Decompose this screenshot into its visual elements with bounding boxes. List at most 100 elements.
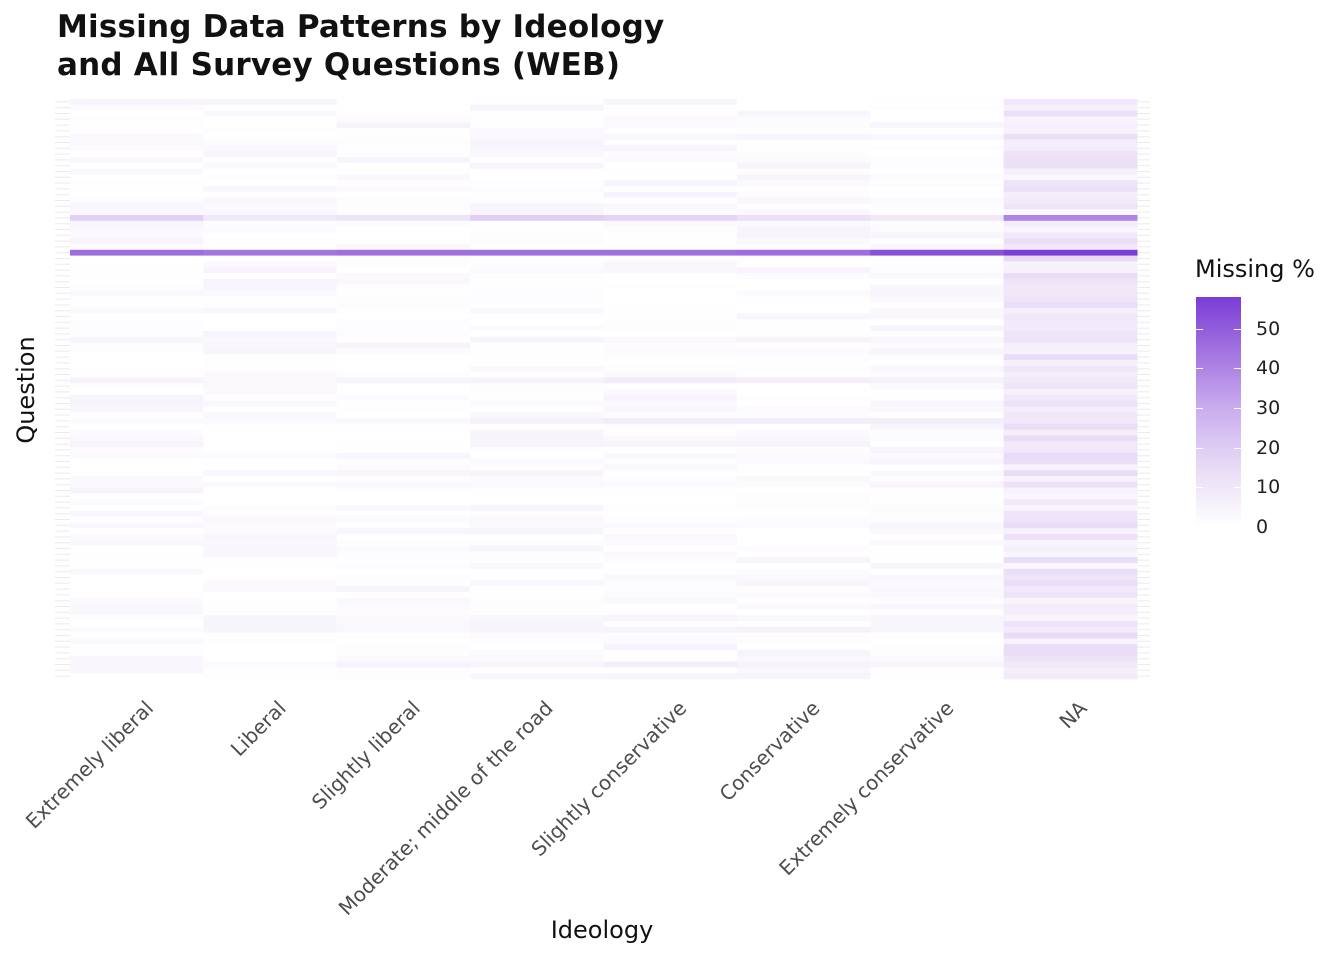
heatmap-cell [203,429,338,436]
heatmap-cell [736,365,871,372]
heatmap-cell [203,394,338,401]
heatmap-cell [470,638,604,645]
heatmap-cell [736,360,871,367]
heatmap-cell [870,290,1005,297]
heatmap-cell [470,470,604,477]
heatmap-cell [70,365,204,372]
heatmap-cell [870,603,1005,610]
heatmap-cell [870,644,1005,651]
heatmap-cell [603,551,738,558]
heatmap-cell [336,325,471,332]
heatmap-cell [603,203,738,210]
heatmap-cell [203,516,338,523]
heatmap-cell [336,238,471,245]
heatmap-cell [70,534,204,541]
heatmap-cell [870,429,1005,436]
heatmap-cell [603,197,738,204]
heatmap-cell [736,464,871,471]
heatmap-cell [203,476,338,483]
heatmap-cell [336,557,471,564]
heatmap-cell [70,249,204,256]
heatmap-cell [70,458,204,465]
heatmap-cell [603,621,738,628]
heatmap-cell [1003,267,1138,274]
heatmap-cell [336,331,471,338]
heatmap-cell [336,435,471,442]
heatmap-cell [1003,104,1138,111]
heatmap-cell [736,203,871,210]
heatmap-cell [336,162,471,169]
heatmap-cell [336,267,471,274]
heatmap-cell [70,331,204,338]
heatmap-cell [203,632,338,639]
heatmap-cell [203,568,338,575]
heatmap-cell [736,180,871,187]
heatmap-cell [336,586,471,593]
heatmap-cell [603,505,738,512]
heatmap-cell [470,365,604,372]
heatmap-cell [70,377,204,384]
heatmap-cell [870,383,1005,390]
heatmap-cell [870,226,1005,233]
heatmap-cell [470,116,604,123]
heatmap-cell [603,284,738,291]
heatmap-cell [336,296,471,303]
heatmap-cell [70,632,204,639]
heatmap-cell [203,325,338,332]
heatmap-cell [736,621,871,628]
heatmap-cell [603,644,738,651]
heatmap-cell [70,418,204,425]
heatmap-cell [336,133,471,140]
heatmap-cell [203,336,338,343]
heatmap-cell [203,133,338,140]
heatmap-cell [203,464,338,471]
heatmap-cell [603,261,738,268]
heatmap-cell [336,447,471,454]
heatmap-cell [203,551,338,558]
heatmap-cell [1003,319,1138,326]
heatmap-cell [1003,371,1138,378]
heatmap-cell [336,313,471,320]
heatmap-cell [736,655,871,662]
heatmap-cell [470,418,604,425]
heatmap-cell [203,360,338,367]
heatmap-cell [336,429,471,436]
heatmap-cell [203,621,338,628]
heatmap-cell [736,145,871,152]
heatmap-cell [870,481,1005,488]
heatmap-cell [736,481,871,488]
legend-tick-mark [1234,487,1241,489]
heatmap-cell [870,563,1005,570]
heatmap-cell [70,157,204,164]
heatmap-cell [336,203,471,210]
heatmap-cell [736,290,871,297]
heatmap-cell [70,284,204,291]
heatmap-cell [336,493,471,500]
heatmap-cell [203,284,338,291]
heatmap-cell [470,151,604,158]
heatmap-cell [203,232,338,239]
heatmap-cell [203,191,338,198]
heatmap-cell [470,313,604,320]
heatmap-cell [603,307,738,314]
heatmap-cell [736,226,871,233]
heatmap-cell [470,122,604,129]
heatmap-cell [70,505,204,512]
heatmap-cell [603,360,738,367]
heatmap-cell [203,586,338,593]
heatmap-cell [736,377,871,384]
heatmap-cell [736,371,871,378]
heatmap-cell [603,267,738,274]
heatmap-cell [203,609,338,616]
heatmap-cell [736,505,871,512]
heatmap-cell [870,215,1005,222]
heatmap-cell [70,273,204,280]
heatmap-cell [603,597,738,604]
heatmap-cell [736,423,871,430]
heatmap-cell [736,609,871,616]
heatmap-cell [870,360,1005,367]
heatmap-cell [203,342,338,349]
heatmap-cell [336,128,471,135]
heatmap-cell [736,458,871,465]
heatmap-cell [470,180,604,187]
